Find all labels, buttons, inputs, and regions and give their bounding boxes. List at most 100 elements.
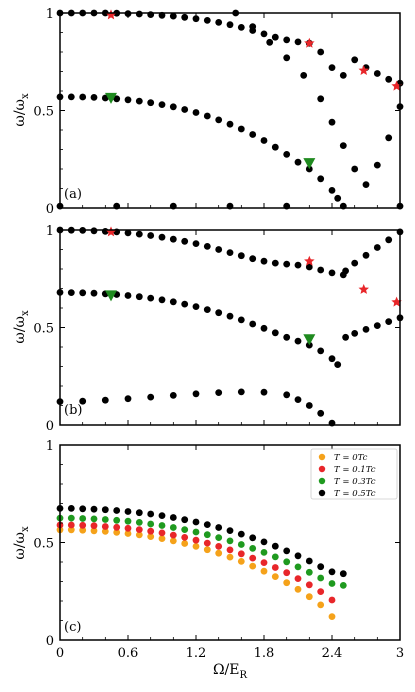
data-point — [260, 257, 268, 265]
panel-a: 00.51 (a) — [33, 7, 404, 217]
data-point — [328, 118, 336, 126]
data-point — [192, 536, 200, 544]
data-point — [260, 324, 268, 332]
data-point — [283, 391, 291, 399]
data-point — [317, 409, 325, 417]
data-point — [317, 95, 325, 103]
y-axis-label-a: ω/ωx — [12, 93, 31, 127]
star-marker — [105, 9, 117, 20]
data-point — [135, 531, 143, 539]
data-point — [181, 13, 189, 21]
data-point — [113, 523, 121, 531]
data-point — [237, 530, 245, 538]
data-point — [192, 109, 200, 116]
data-point — [124, 292, 132, 299]
data-point — [328, 568, 336, 576]
panel-b-points — [56, 226, 404, 427]
data-point — [237, 388, 245, 396]
data-point — [237, 541, 245, 548]
data-point — [101, 396, 109, 404]
data-point — [101, 516, 109, 523]
data-point — [158, 529, 166, 537]
panel-a-frame — [59, 12, 401, 209]
data-point — [147, 533, 155, 540]
data-point — [215, 534, 223, 541]
legend-frame — [310, 448, 398, 500]
data-point — [158, 522, 166, 529]
data-point — [169, 537, 177, 545]
data-point — [249, 562, 257, 570]
data-point — [373, 244, 381, 251]
data-point — [135, 293, 143, 301]
legend-label: T = 0.5Tc — [334, 489, 376, 499]
data-point — [158, 101, 166, 108]
data-point — [169, 235, 177, 243]
data-point — [113, 95, 121, 103]
data-point — [203, 243, 211, 250]
data-point — [158, 296, 166, 304]
data-point — [237, 24, 245, 31]
panel-b: 00.51 (b) — [33, 224, 404, 434]
data-point — [342, 267, 349, 275]
data-point — [339, 582, 347, 589]
data-point — [339, 72, 347, 79]
triangle-marker — [303, 158, 316, 170]
data-point — [385, 75, 393, 83]
data-point — [124, 508, 132, 515]
data-point — [226, 120, 234, 128]
data-point — [305, 402, 313, 409]
data-point — [192, 303, 200, 310]
data-point — [90, 505, 98, 513]
panel-c-label: (c) — [64, 620, 81, 635]
data-point — [181, 526, 189, 533]
data-point — [342, 333, 349, 341]
data-point — [385, 318, 393, 325]
data-point — [271, 553, 279, 561]
data-point — [339, 570, 347, 578]
data-point — [226, 21, 234, 29]
data-point — [90, 515, 98, 523]
data-point — [169, 514, 177, 521]
data-point — [283, 579, 291, 587]
data-point — [181, 540, 189, 547]
data-point — [237, 125, 245, 133]
x-tick-label: 0 — [56, 646, 64, 661]
panel-c: 0 0.5 1 0 0.6 1.2 1.8 2.4 3 (c) T = 0Tc T = 0.1Tc… — [33, 439, 404, 661]
data-point — [334, 361, 342, 368]
data-point — [339, 142, 347, 150]
data-point — [294, 396, 302, 403]
data-point — [101, 523, 109, 530]
data-point — [135, 10, 143, 18]
data-point — [305, 593, 313, 601]
data-point — [294, 38, 302, 46]
data-point — [260, 567, 268, 575]
data-point — [237, 558, 245, 565]
data-point — [373, 161, 381, 169]
data-point — [317, 574, 325, 582]
data-point — [226, 553, 234, 561]
data-point — [215, 116, 223, 124]
data-point — [283, 558, 291, 566]
data-point — [67, 521, 75, 529]
legend-swatch — [318, 453, 326, 461]
data-point — [249, 255, 257, 263]
data-point — [385, 236, 393, 244]
data-point — [294, 337, 302, 345]
data-point — [226, 249, 234, 256]
data-point — [294, 563, 302, 571]
data-point — [169, 531, 177, 539]
data-point — [226, 537, 234, 545]
data-point — [158, 535, 166, 542]
legend-swatch — [318, 477, 326, 485]
data-point — [237, 550, 245, 558]
data-point — [147, 11, 155, 18]
data-point — [305, 581, 313, 589]
panel-b-label: (b) — [64, 403, 82, 418]
data-point — [67, 93, 75, 101]
data-point — [158, 512, 166, 519]
data-point — [215, 524, 223, 531]
data-point — [373, 70, 381, 77]
data-point — [181, 516, 189, 524]
legend-items: T = 0Tc T = 0.1Tc T = 0.3Tc T = 0.5Tc — [318, 453, 376, 499]
panel-b-frame — [59, 229, 401, 426]
